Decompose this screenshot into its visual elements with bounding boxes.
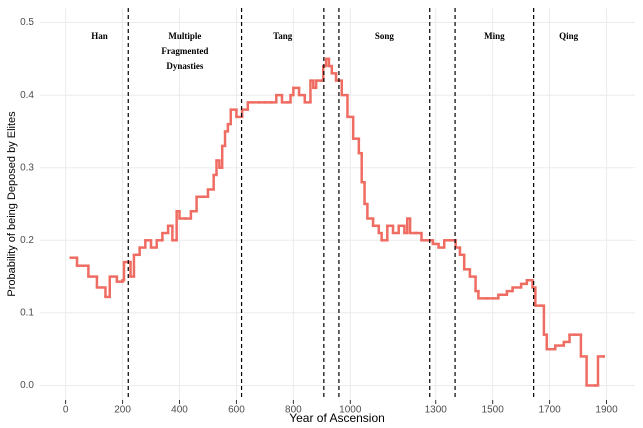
x-tick-label: 800 (285, 405, 302, 416)
dynasty-label: Qing (559, 31, 579, 41)
dynasty-label: Dynasties (166, 61, 203, 71)
dynasty-label: Song (375, 31, 395, 41)
x-tick-label: 1500 (482, 405, 505, 416)
y-tick-label: 0.2 (20, 235, 34, 246)
dynasty-label: Tang (273, 31, 293, 41)
dynasty-label: Multiple (168, 31, 201, 41)
dynasty-label: Fragmented (161, 46, 208, 56)
x-axis-label: Year of Ascension (289, 411, 385, 425)
x-tick-label: 1300 (425, 405, 448, 416)
x-tick-label: 1000 (339, 405, 362, 416)
x-tick-label: 0 (63, 405, 69, 416)
y-tick-label: 0.5 (20, 17, 34, 28)
y-tick-label: 0.4 (20, 90, 34, 101)
x-tick-label: 600 (228, 405, 245, 416)
y-tick-label: 0.0 (20, 380, 34, 391)
dynasty-label: Ming (484, 31, 505, 41)
x-tick-label: 1700 (538, 405, 561, 416)
y-axis-label: Probability of being Deposed by Elites (6, 111, 18, 297)
dynasty-label: Han (91, 31, 108, 41)
x-tick-label: 200 (114, 405, 131, 416)
y-tick-label: 0.3 (20, 162, 34, 173)
x-tick-label: 1900 (595, 405, 618, 416)
y-tick-label: 0.1 (20, 308, 34, 319)
x-tick-label: 400 (171, 405, 188, 416)
